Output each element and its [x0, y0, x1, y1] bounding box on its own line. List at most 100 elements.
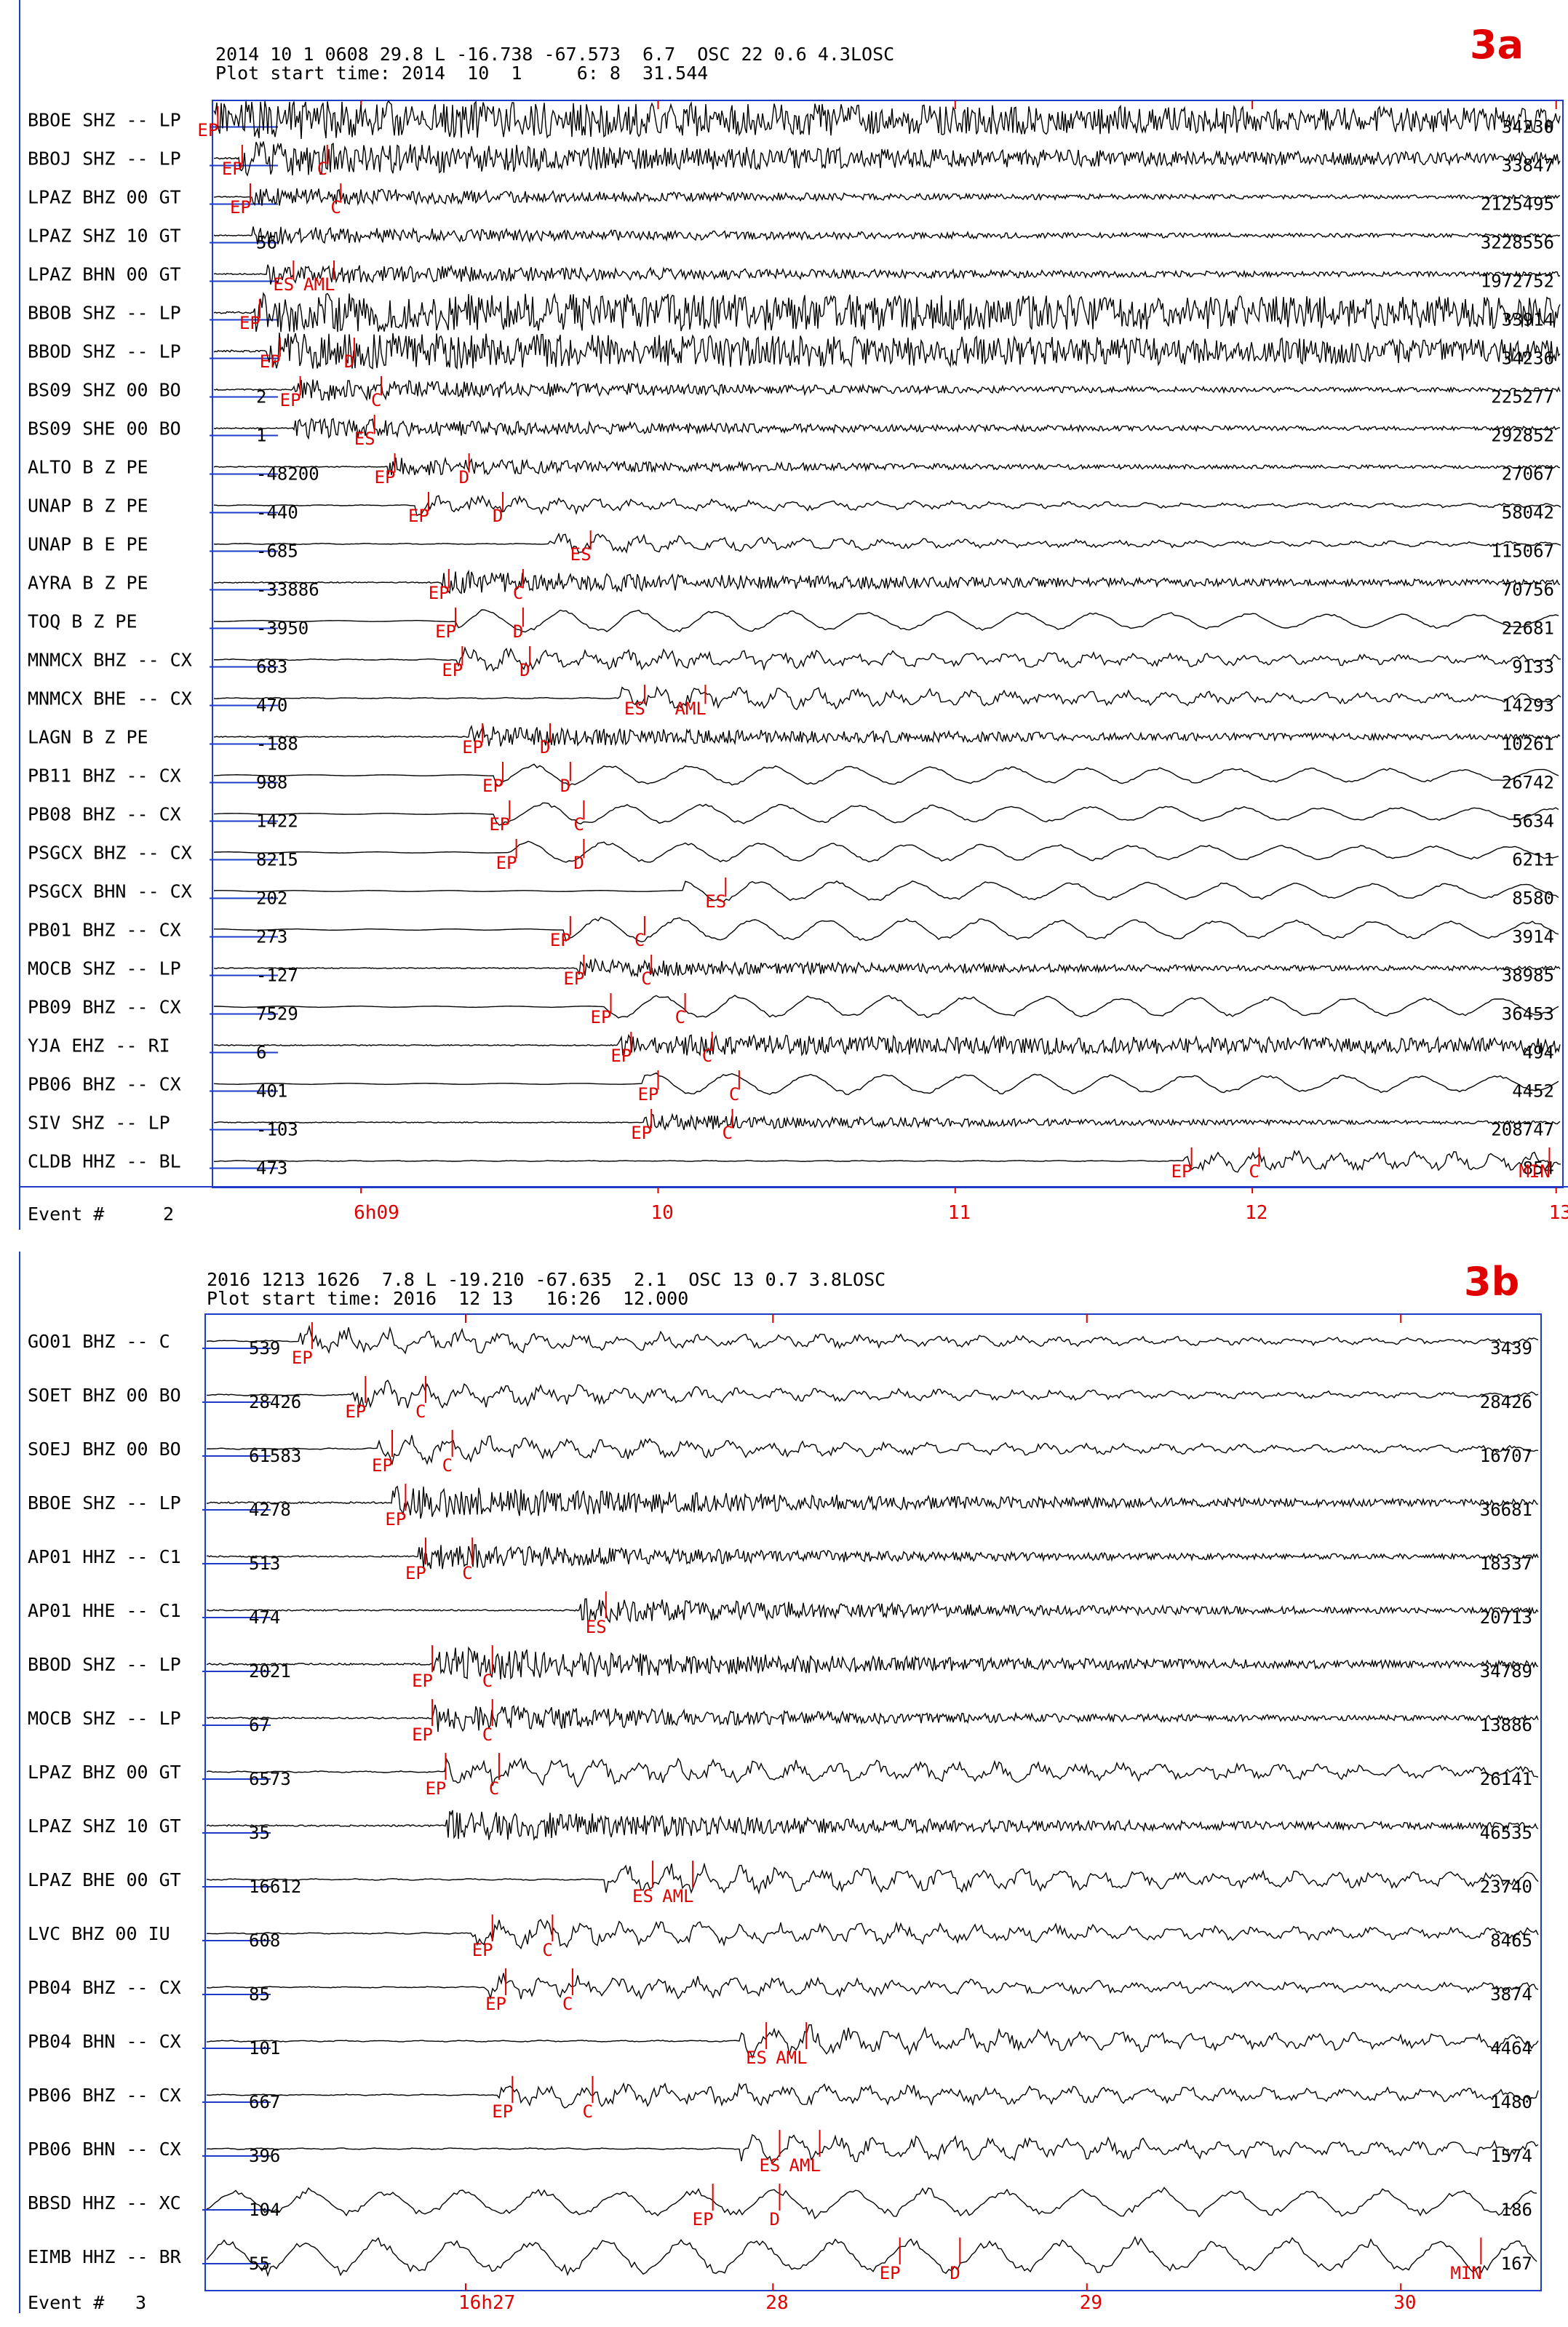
trace-row[interactable]: LPAZ BHE 00 GT 16612 23740 ES AML — [28, 1861, 1539, 1906]
time-tick-label: 10 — [650, 1202, 673, 1224]
phase-pick-label: C — [371, 390, 381, 410]
phase-pick-label: D — [520, 660, 530, 680]
station-label: BBOE SHZ -- LP — [28, 110, 181, 131]
trace-row[interactable]: PSGCX BHN -- CX 202 8580 ES — [28, 877, 1559, 912]
trace-row[interactable]: BBOD SHZ -- LP 34236 EP D — [28, 333, 1561, 372]
trace-row[interactable]: PSGCX BHZ -- CX 8215 6211 EP D — [28, 838, 1559, 873]
waveform — [206, 1485, 1539, 1519]
phase-pick-label: EP — [260, 351, 281, 372]
trace-row[interactable]: LVC BHZ 00 IU 608 8465 EP C — [28, 1914, 1539, 1960]
trace-row[interactable]: YJA EHZ -- RI 6 494 EP C — [28, 1031, 1561, 1066]
trace-amp-left: -188 — [256, 734, 298, 755]
trace-row[interactable]: PB06 BHZ -- CX 401 4452 EP C — [28, 1070, 1559, 1105]
waveform — [213, 995, 1559, 1019]
phase-pick-label: D — [950, 2263, 960, 2283]
station-label: BBOB SHZ -- LP — [28, 303, 181, 324]
trace-row[interactable]: BBOJ SHZ -- LP 33847 EP C — [28, 140, 1561, 179]
seismogram-panel-a: 2014 10 1 0608 29.8 L -16.738 -67.573 6.… — [19, 0, 1568, 1230]
waveform — [206, 1810, 1539, 1842]
trace-row[interactable]: LPAZ SHZ 10 GT 56 3228556 — [28, 226, 1561, 253]
trace-row[interactable]: LPAZ BHZ 00 GT 6573 26141 EP C — [28, 1753, 1539, 1799]
trace-row[interactable]: LPAZ BHZ 00 GT 2125495 EP C — [28, 183, 1561, 218]
trace-amp-right: 18337 — [1480, 1554, 1532, 1574]
trace-amp-left: 667 — [249, 2092, 280, 2112]
trace-row[interactable]: TOQ B Z PE -3950 22681 EP D — [28, 607, 1559, 642]
trace-row[interactable]: ALTO B Z PE -48200 27067 EP D — [28, 453, 1561, 488]
trace-amp-right: 3874 — [1490, 1984, 1532, 2005]
trace-row[interactable]: MNMCX BHZ -- CX 683 9133 EP D — [28, 645, 1561, 680]
plot-frame — [212, 100, 1564, 1188]
station-label: YJA EHZ -- RI — [28, 1035, 170, 1057]
trace-amp-right: 5634 — [1512, 811, 1554, 832]
phase-pick-label: EP — [280, 390, 301, 410]
trace-row[interactable]: MOCB SHZ -- LP -127 38985 EP C — [28, 954, 1561, 989]
phase-pick-label: EP — [550, 930, 571, 950]
station-label: MOCB SHZ -- LP — [28, 1708, 181, 1729]
trace-row[interactable]: PB04 BHN -- CX 101 4464 ES AML — [28, 2022, 1539, 2068]
trace-row[interactable]: BS09 SHE 00 BO 1 292852 ES — [28, 414, 1560, 449]
trace-row[interactable]: PB09 BHZ -- CX 7529 36453 EP C — [28, 993, 1559, 1027]
trace-row[interactable]: BBOD SHZ -- LP 2021 34789 EP C — [28, 1645, 1539, 1691]
phase-pick-label: C — [582, 2101, 592, 2122]
waveform — [213, 724, 1561, 747]
trace-amp-left: -103 — [256, 1120, 298, 1140]
phase-pick-label: AML — [674, 699, 706, 719]
trace-amp-left: -3950 — [256, 618, 309, 639]
trace-row[interactable]: PB11 BHZ -- CX 988 26742 EP D — [28, 761, 1559, 796]
phase-pick-label: C — [442, 1455, 453, 1476]
phase-pick-label: AML — [776, 2048, 807, 2068]
waveform — [206, 1380, 1539, 1409]
trace-row[interactable]: AYRA B Z PE -33886 70756 EP C — [28, 568, 1561, 603]
trace-row[interactable]: BS09 SHZ 00 BO 2 225277 EP C — [28, 375, 1561, 410]
trace-row[interactable]: MNMCX BHE -- CX 470 14293 ES AML — [28, 684, 1561, 719]
trace-row[interactable]: PB08 BHZ -- CX 1422 5634 EP C — [28, 800, 1559, 835]
event-label: Event # — [28, 2292, 105, 2313]
trace-amp-right: 26141 — [1480, 1769, 1532, 1789]
station-label: AP01 HHE -- C1 — [28, 1600, 181, 1621]
event-divider — [19, 1186, 1568, 1188]
phase-pick-label: C — [330, 197, 341, 218]
trace-amp-left: 513 — [249, 1554, 280, 1574]
trace-row[interactable]: BBOE SHZ -- LP 34230 EP — [28, 100, 1561, 140]
trace-row[interactable]: EIMB HHZ -- BR 55 167 EP D MIN — [28, 2235, 1537, 2284]
trace-row[interactable]: AP01 HHE -- C1 474 20713 ES — [28, 1591, 1539, 1637]
trace-row[interactable]: SIV SHZ -- LP -103 208747 EP C — [28, 1108, 1561, 1143]
trace-row[interactable]: GO01 BHZ -- C 539 3439 EP — [28, 1322, 1539, 1368]
station-label: SIV SHZ -- LP — [28, 1113, 170, 1134]
trace-amp-right: 28426 — [1480, 1392, 1532, 1412]
trace-row[interactable]: SOEJ BHZ 00 BO 61583 16707 EP C — [28, 1430, 1539, 1476]
trace-row[interactable]: PB06 BHZ -- CX 667 1480 EP C — [28, 2076, 1539, 2122]
trace-amp-left: 55 — [249, 2254, 270, 2274]
phase-pick-label: EP — [631, 1123, 652, 1143]
waveform — [213, 763, 1559, 787]
trace-row[interactable]: PB01 BHZ -- CX 273 3914 EP C — [28, 915, 1559, 950]
time-tick-label: 12 — [1245, 1202, 1267, 1224]
trace-row[interactable]: LAGN B Z PE -188 10261 EP D — [28, 723, 1561, 757]
trace-row[interactable]: BBOE SHZ -- LP 4278 36681 EP — [28, 1484, 1539, 1530]
trace-row[interactable]: PB04 BHZ -- CX 85 3874 EP C — [28, 1968, 1539, 2014]
trace-row[interactable]: UNAP B Z PE -440 58042 EP D — [28, 491, 1561, 526]
trace-row[interactable]: BBSD HHZ -- XC 104 186 EP D — [28, 2184, 1537, 2229]
station-label: LPAZ SHZ 10 GT — [28, 1815, 181, 1837]
trace-row[interactable]: PB06 BHN -- CX 396 1574 ES AML — [28, 2130, 1539, 2176]
time-tick-label: 28 — [765, 2292, 788, 2314]
waveform — [213, 100, 1561, 140]
trace-row[interactable]: LPAZ SHZ 10 GT 35 46535 — [28, 1810, 1539, 1843]
trace-row[interactable]: AP01 HHZ -- C1 513 18337 EP C — [28, 1538, 1539, 1583]
trace-row[interactable]: UNAP B E PE -685 115067 ES — [28, 530, 1561, 565]
trace-row[interactable]: LPAZ BHN 00 GT 1972752 ES AML — [28, 260, 1561, 295]
waveform — [206, 2133, 1539, 2165]
trace-row[interactable]: SOET BHZ 00 BO 28426 28426 EP C — [28, 1376, 1539, 1422]
trace-row[interactable]: BBOB SHZ -- LP 33914 EP — [28, 292, 1561, 333]
trace-amp-left: 8215 — [256, 850, 298, 870]
trace-row[interactable]: MOCB SHZ -- LP 67 13886 EP C — [28, 1699, 1539, 1745]
phase-pick-label: EP — [222, 159, 243, 179]
station-label: LPAZ BHN 00 GT — [28, 264, 181, 285]
trace-amp-left: 988 — [256, 773, 287, 793]
phase-pick-label: C — [317, 159, 327, 179]
phase-pick-label: EP — [637, 1084, 658, 1105]
phase-pick-label: EP — [345, 1401, 366, 1422]
